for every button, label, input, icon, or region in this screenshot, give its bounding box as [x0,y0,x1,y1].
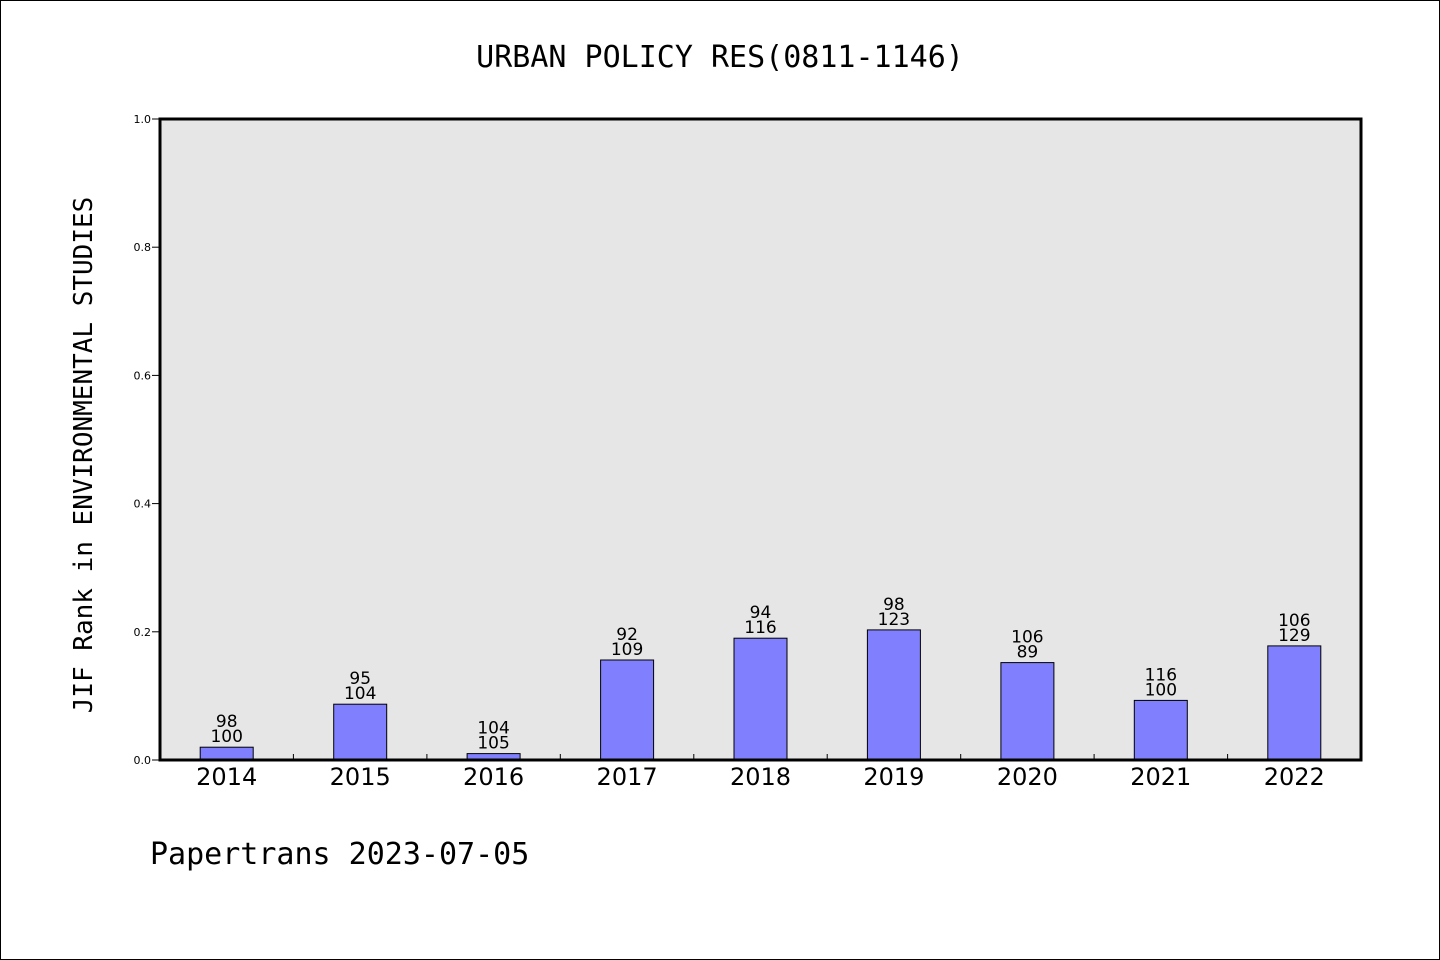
bar-rank-label: 98 [216,712,238,732]
bar-total-label: 123 [878,610,910,630]
y-tick-label: 0.8 [134,241,152,254]
x-tick-label: 2021 [1130,763,1191,791]
bar-2015 [333,703,388,761]
x-tick-label: 2015 [330,763,391,791]
x-tick-label: 2017 [597,763,658,791]
x-tick-label: 2022 [1264,763,1325,791]
y-tick-label: 0.4 [134,498,152,511]
x-tick-label: 2014 [196,763,257,791]
bar-rank-label: 116 [1145,665,1177,685]
bar-2020 [1000,662,1055,761]
x-tick-label: 2018 [730,763,791,791]
bar-series [199,629,1322,761]
bar-total-label: 109 [611,640,643,660]
x-tick-label: 2020 [997,763,1058,791]
footer-credit: Papertrans 2023-07-05 [150,837,529,872]
y-tick-label: 1.0 [134,113,152,126]
bar-2022 [1267,645,1322,761]
bar-rank-label: 104 [477,719,509,739]
bar-rank-label: 95 [349,669,371,689]
bar-labels: 9810095104104105921099411698123106891161… [210,595,1310,754]
bar-total-label: 100 [1145,680,1177,700]
bar-rank-label: 92 [616,625,638,645]
bar-2021 [1133,699,1188,761]
bar-total-label: 100 [210,727,242,747]
bar-total-label: 104 [344,684,376,704]
y-axis-label: JIF Rank in ENVIRONMENTAL STUDIES [69,197,99,714]
bar-rank-label: 98 [883,595,905,615]
bar-total-label: 89 [1017,643,1039,663]
bar-total-label: 129 [1278,626,1310,646]
bar-2014 [199,746,254,761]
y-tick-label: 0.2 [134,626,152,639]
bar-total-label: 116 [744,618,776,638]
bar-rank-label: 106 [1011,628,1043,648]
bar-2018 [733,637,788,761]
bar-rank-label: 106 [1278,611,1310,631]
y-tick-label: 0.6 [134,369,152,382]
y-axis: 0.0 0.2 0.4 0.6 0.8 1.0 [134,113,160,767]
y-tick-label: 0.0 [134,754,152,767]
x-tick-label: 2016 [463,763,524,791]
chart-title: URBAN POLICY RES(0811-1146) [476,40,964,75]
plot-border [158,117,1363,762]
bar-2017 [600,659,655,761]
bar-rank-label: 94 [750,603,772,623]
bar-2019 [866,629,921,761]
x-tick-label: 2019 [863,763,924,791]
bar-total-label: 105 [477,734,509,754]
x-axis: 2014 2015 2016 2017 2018 2019 2020 2021 2022 [196,754,1325,791]
